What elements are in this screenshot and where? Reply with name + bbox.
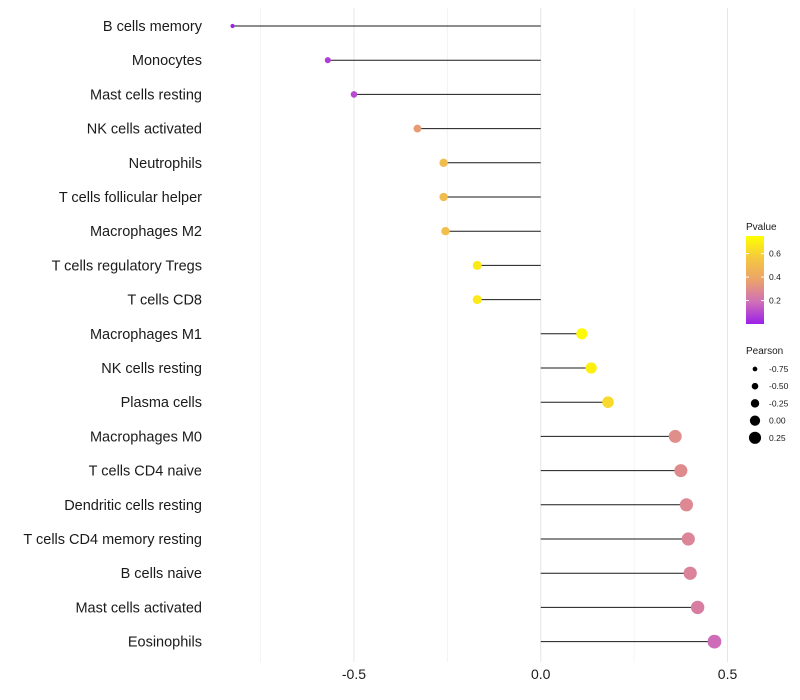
- size-legend-label: 0.00: [769, 416, 786, 426]
- colorbar-tick-label: 0.6: [769, 249, 781, 259]
- lollipop-point: [472, 295, 482, 305]
- lollipop-point: [707, 634, 722, 649]
- grid-lines: [260, 8, 729, 662]
- colorbar-tick-label: 0.4: [769, 272, 781, 282]
- lollipop-point: [230, 23, 235, 29]
- y-axis-label: Mast cells resting: [90, 87, 202, 103]
- y-axis-label: Macrophages M1: [90, 327, 202, 343]
- y-axis-label: NK cells resting: [101, 361, 202, 377]
- size-legend-label: -0.25: [769, 398, 789, 408]
- pvalue-color-legend: Pvalue 0.2 0.4 0.6: [746, 222, 781, 324]
- lollipop-point: [683, 566, 697, 580]
- lollipop-point: [681, 532, 695, 546]
- y-axis-label: Neutrophils: [129, 156, 202, 172]
- y-axis-label: Eosinophils: [128, 635, 202, 651]
- y-axis-label: T cells regulatory Tregs: [52, 258, 202, 274]
- pvalue-colorbar: [746, 236, 764, 324]
- lollipop-point: [679, 498, 694, 512]
- y-axis-label: T cells CD4 memory resting: [23, 532, 202, 548]
- x-tick-label: -0.5: [342, 666, 366, 682]
- size-legend-point: [750, 399, 760, 408]
- size-legend-point: [752, 366, 758, 372]
- lollipop-point: [439, 192, 448, 202]
- lollipop-stems: [232, 25, 715, 643]
- y-axis-label: B cells naive: [121, 566, 202, 582]
- y-axis-label: Macrophages M0: [90, 429, 202, 445]
- x-tick-label: 0.0: [531, 666, 551, 682]
- y-axis-label: Mast cells activated: [75, 600, 202, 616]
- y-axis-label: T cells CD4 naive: [89, 464, 202, 480]
- size-legend-point: [751, 382, 759, 390]
- x-axis-tick-labels: -0.5 0.0 0.5: [342, 666, 738, 682]
- size-legend-point: [749, 415, 761, 426]
- pearson-size-legend: Pearson -0.75 -0.50 -0.25 0.00 0.25: [746, 346, 789, 444]
- y-axis-label: Dendritic cells resting: [64, 498, 202, 514]
- pvalue-colorbar-ticks: 0.2 0.4 0.6: [746, 249, 781, 306]
- y-axis-label: NK cells activated: [87, 122, 202, 138]
- lollipop-point: [441, 226, 450, 236]
- y-axis-label: Monocytes: [132, 53, 202, 69]
- lollipop-point: [439, 158, 448, 167]
- lollipop-point: [324, 57, 331, 64]
- y-axis-label: T cells follicular helper: [59, 190, 202, 206]
- lollipop-point: [668, 429, 682, 443]
- size-legend-label: -0.75: [769, 364, 789, 374]
- size-legend-label: -0.50: [769, 381, 789, 391]
- pvalue-legend-title: Pvalue: [746, 222, 777, 233]
- lollipop-point: [690, 600, 705, 615]
- y-axis-label: T cells CD8: [127, 293, 202, 309]
- size-legend-point: [748, 431, 762, 444]
- x-tick-label: 0.5: [718, 666, 738, 682]
- y-axis-label: Macrophages M2: [90, 224, 202, 240]
- lollipop-point: [350, 91, 358, 98]
- lollipop-point: [674, 464, 688, 478]
- y-axis-labels: B cells memory Monocytes Mast cells restin…: [23, 19, 202, 651]
- lollipop-point: [602, 396, 614, 409]
- y-axis-label: B cells memory: [103, 19, 203, 35]
- lollipop-points: [230, 23, 722, 649]
- lollipop-point: [472, 260, 482, 270]
- colorbar-tick-label: 0.2: [769, 296, 781, 306]
- lollipop-point: [585, 362, 597, 374]
- lollipop-point: [576, 328, 588, 340]
- pearson-legend-title: Pearson: [746, 346, 783, 357]
- pearson-size-items: -0.75 -0.50 -0.25 0.00 0.25: [748, 364, 789, 444]
- size-legend-label: 0.25: [769, 433, 786, 443]
- y-axis-label: Plasma cells: [121, 395, 202, 411]
- lollipop-point: [413, 124, 422, 133]
